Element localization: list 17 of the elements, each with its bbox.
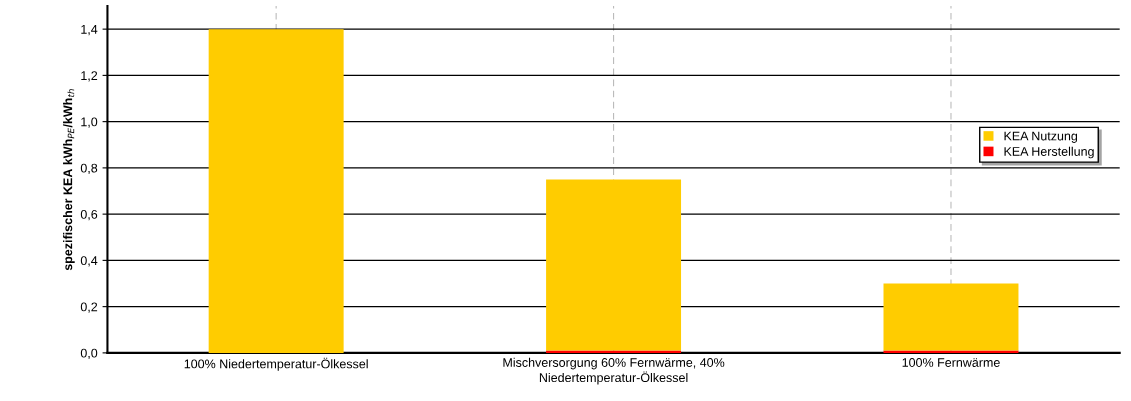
y-tick-label: 0,6 bbox=[80, 209, 98, 221]
legend-label: KEA Nutzung bbox=[1004, 131, 1078, 143]
legend-label: KEA Herstellung bbox=[1004, 146, 1094, 159]
y-tick-label: 0,0 bbox=[80, 348, 98, 360]
y-tick-label: 0,4 bbox=[80, 256, 98, 267]
x-tick-label: Mischversorgung 60% Fernwärme, 40% Niedertemperatur-Ölkessel bbox=[503, 357, 725, 385]
x-tick-label: 100% Fernwärme bbox=[902, 358, 1000, 367]
y-tick-label: 1,4 bbox=[81, 25, 98, 36]
x-tick-label: 100% Niedertemperatur-Ölkessel bbox=[184, 357, 368, 371]
y-tick-label: 1,0 bbox=[81, 117, 98, 128]
y-tick-label: 0,2 bbox=[80, 302, 98, 313]
bar bbox=[883, 283, 1019, 351]
y-tick-label: 1,2 bbox=[81, 71, 98, 82]
y-tick-label: 0,8 bbox=[80, 163, 98, 175]
y-axis-title: spezifischer KEA kWh$_{PE}$/kWh$_{th}$ bbox=[63, 89, 75, 271]
bar bbox=[546, 179, 682, 351]
bar bbox=[208, 29, 344, 353]
